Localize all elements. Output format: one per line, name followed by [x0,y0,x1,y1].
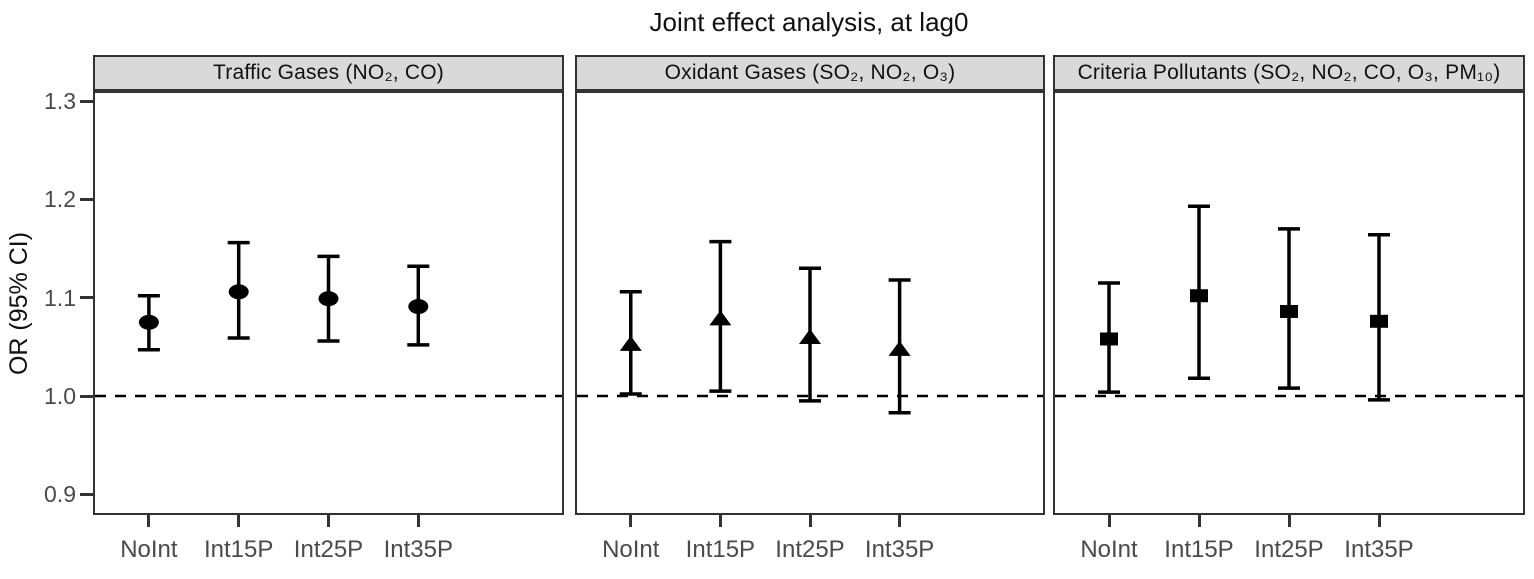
panel-canvas-oxidant-gases [577,239,1043,415]
x-tick-mark [898,515,902,527]
panel-plot-traffic-gases [93,91,564,515]
panel-canvas-traffic-gases [95,240,562,398]
x-tick-label-int25p: Int25P [1254,536,1324,563]
x-tick-mark [1197,515,1201,527]
y-tick-label-0.9: 0.9 [44,481,76,508]
x-tick-mark [718,515,722,527]
pointrange-traffic-gases-int35p [407,264,430,347]
x-tick-mark [808,515,812,527]
marker-triangle [709,310,732,326]
marker-circle [408,299,429,315]
x-tick-label-int35p: Int35P [864,536,935,563]
pointrange-oxidant-gases-int15p [709,239,732,393]
y-tick-mark [80,394,93,398]
marker-triangle [799,329,821,345]
y-tick-mark [80,296,93,300]
x-tick-label-int35p: Int35P [1344,536,1414,563]
x-tick-mark [1377,515,1381,527]
x-tick-mark [1287,515,1291,527]
x-tick-label-int15p: Int15P [1164,536,1234,563]
x-tick-label-noint: NoInt [1080,536,1138,563]
x-tick-label-int15p: Int15P [685,536,756,563]
pointrange-criteria-pollutants-noint [1098,281,1120,394]
panel-header-criteria-pollutants: Criteria Pollutants (SO₂, NO₂, CO, O₃, P… [1053,55,1525,91]
panel-oxidant-gases: Oxidant Gases (SO₂, NO₂, O₃) [575,55,1045,515]
pointrange-traffic-gases-int25p [317,254,340,343]
pointrange-oxidant-gases-int35p [888,278,911,415]
pointrange-oxidant-gases-noint [619,290,642,396]
x-tick-label-int25p: Int25P [293,536,364,563]
panel-canvas-criteria-pollutants [1055,204,1523,402]
panel-plot-criteria-pollutants [1053,91,1525,515]
panel-traffic-gases: Traffic Gases (NO₂, CO) [93,55,564,515]
marker-circle [138,314,159,330]
y-tick-label-1.2: 1.2 [44,186,76,213]
y-tick-mark [80,99,93,103]
y-tick-mark [80,197,93,201]
chart-title: Joint effect analysis, at lag0 [649,7,969,37]
x-tick-mark [1107,515,1111,527]
marker-circle [318,291,339,307]
marker-triangle [619,335,642,351]
x-tick-mark [416,515,420,527]
x-tick-mark [237,515,241,527]
panel-header-traffic-gases: Traffic Gases (NO₂, CO) [93,55,564,91]
panel-header-oxidant-gases: Oxidant Gases (SO₂, NO₂, O₃) [575,55,1045,91]
pointrange-traffic-gases-int15p [227,240,250,340]
x-tick-mark [327,515,330,527]
marker-circle [228,284,249,300]
x-tick-label-int35p: Int35P [383,536,453,563]
pointrange-oxidant-gases-int25p [799,266,821,403]
marker-square [1280,304,1298,318]
marker-square [1100,332,1118,346]
marker-square [1190,289,1208,303]
panel-criteria-pollutants: Criteria Pollutants (SO₂, NO₂, CO, O₃, P… [1053,55,1525,515]
pointrange-criteria-pollutants-int35p [1368,233,1390,402]
x-tick-mark [629,515,633,527]
x-tick-label-int15p: Int15P [203,536,274,563]
y-tick-label-1.3: 1.3 [44,88,76,115]
x-tick-mark [147,515,151,527]
y-tick-label-1.1: 1.1 [44,284,76,311]
pointrange-traffic-gases-noint [137,293,160,352]
x-tick-label-noint: NoInt [120,536,178,563]
marker-triangle [888,340,911,356]
panel-plot-oxidant-gases [575,91,1045,515]
y-tick-label-1.0: 1.0 [44,383,76,409]
y-tick-mark [80,492,93,496]
marker-square [1370,314,1388,328]
x-tick-label-noint: NoInt [602,536,660,563]
pointrange-criteria-pollutants-int15p [1188,204,1210,381]
pointrange-criteria-pollutants-int25p [1278,227,1300,390]
x-tick-label-int25p: Int25P [775,536,845,563]
